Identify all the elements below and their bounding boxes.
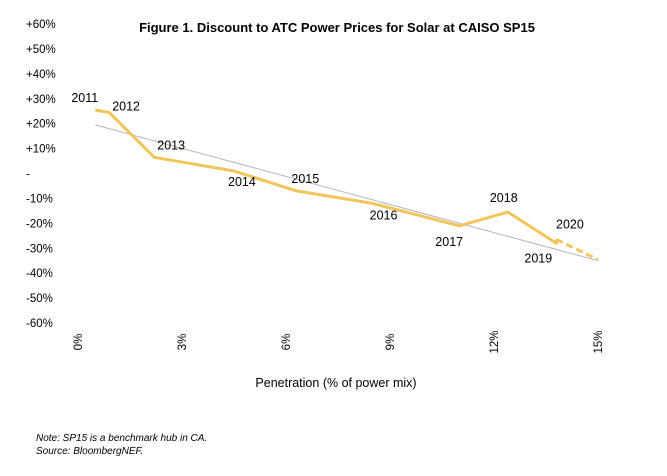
x-tick-label: 6%: [281, 334, 293, 351]
series-line-trend: [95, 124, 599, 262]
year-label: 2015: [291, 172, 319, 186]
year-label: 2013: [157, 138, 185, 152]
chart: Figure 1. Discount to ATC Power Prices f…: [26, 19, 605, 390]
chart-source: Source: BloombergNEF.: [36, 446, 144, 457]
y-axis: +60% +50% +40% +30% +20% +10% - -10% -20% -30% -40…: [26, 19, 56, 330]
chart-note: Note: SP15 is a benchmark hub in CA.: [36, 433, 208, 444]
y-tick-label: -40%: [26, 268, 53, 280]
x-axis-label: Penetration (% of power mix): [255, 376, 416, 390]
year-label: 2019: [524, 251, 552, 265]
series-line-discount: [95, 108, 558, 245]
year-label: 2011: [71, 91, 98, 105]
chart-title: Figure 1. Discount to ATC Power Prices f…: [139, 20, 535, 35]
year-label: 2017: [435, 235, 463, 249]
y-tick-label: -10%: [26, 193, 53, 205]
year-label: 2014: [228, 175, 256, 189]
y-tick-label: +40%: [26, 69, 56, 81]
y-tick-label: +30%: [26, 94, 56, 106]
x-tick-label: 15%: [593, 330, 605, 353]
x-tick-label: 3%: [177, 334, 189, 351]
year-label: 2020: [556, 217, 584, 231]
y-tick-label: +60%: [26, 19, 56, 31]
year-label: 2018: [490, 191, 518, 205]
year-label: 2012: [112, 99, 140, 113]
x-tick-label: 12%: [489, 330, 501, 353]
plot-area: [95, 108, 599, 262]
y-tick-label: -30%: [26, 243, 53, 255]
year-label: 2016: [370, 208, 398, 222]
y-tick-label: +20%: [26, 119, 56, 131]
point-labels: 2011 2012 2013 2014 2015 2016 2017 2018 2019 2020: [71, 91, 584, 265]
x-axis: 0% 3% 6% 9% 12% 15%: [73, 330, 605, 353]
series-line-forecast: [555, 238, 599, 261]
y-tick-label: -20%: [26, 218, 53, 230]
x-tick-label: 9%: [385, 334, 397, 351]
y-tick-label: -50%: [26, 293, 53, 305]
y-tick-label: +10%: [26, 144, 56, 156]
chart-notes: Note: SP15 is a benchmark hub in CA. Sou…: [36, 432, 207, 458]
y-tick-label: +50%: [26, 44, 56, 56]
x-tick-label: 0%: [73, 334, 85, 351]
y-tick-label: -60%: [26, 318, 53, 330]
y-tick-label: -: [26, 169, 30, 181]
